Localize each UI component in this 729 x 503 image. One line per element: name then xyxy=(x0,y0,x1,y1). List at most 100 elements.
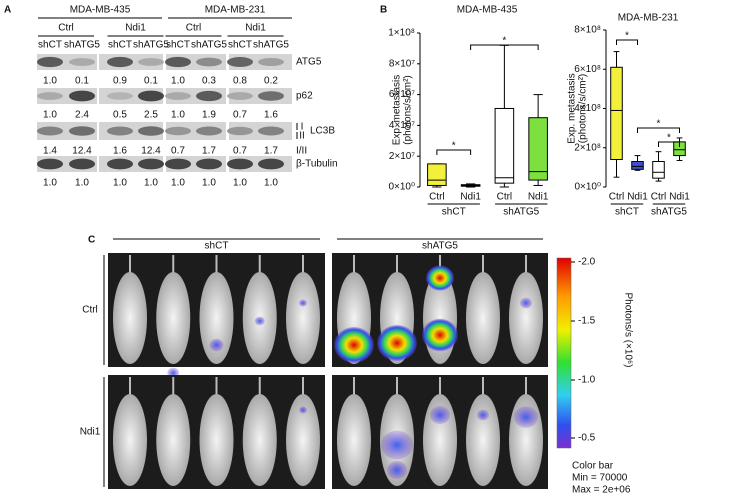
box xyxy=(631,160,644,170)
blot-band xyxy=(138,126,164,136)
y-tick-label: 6×10⁷ xyxy=(389,89,416,100)
y-tick-label: 0×10⁰ xyxy=(388,182,415,193)
lane-label: shCT xyxy=(38,40,62,51)
mouse xyxy=(337,394,371,486)
y-axis-label: Exp. metastasis xyxy=(567,73,578,144)
y-tick-label: 4×10⁸ xyxy=(574,103,601,114)
significance: * xyxy=(667,133,671,144)
blot-band xyxy=(227,126,253,136)
box xyxy=(427,163,447,186)
blot-band xyxy=(227,57,253,67)
signal xyxy=(426,265,454,291)
signal xyxy=(422,318,458,352)
blot-band xyxy=(37,158,63,170)
significance-bracket xyxy=(470,44,539,50)
y-tick-label: 8×10⁸ xyxy=(574,25,601,36)
significance: * xyxy=(657,119,661,130)
y-tick-label: 2×10⁸ xyxy=(574,142,601,153)
signal xyxy=(334,327,374,363)
color-note: Min = 70000 xyxy=(572,473,628,484)
band-ratio: 1.9 xyxy=(202,110,216,121)
band-ratio: 0.1 xyxy=(75,76,89,87)
blot-band xyxy=(69,126,95,136)
band-ratio: 1.7 xyxy=(202,146,216,157)
mouse xyxy=(199,272,234,364)
blot-band xyxy=(107,126,133,136)
band-ratio: 2.4 xyxy=(75,110,89,121)
signal xyxy=(254,316,265,326)
band-ratio: 0.7 xyxy=(171,146,185,157)
box xyxy=(494,107,515,184)
blot-band xyxy=(258,57,284,67)
x-tick-label: Ndi1 xyxy=(528,192,549,203)
color-tick-label: -1.0 xyxy=(578,375,596,386)
band-ratio: 1.0 xyxy=(233,178,247,189)
signal xyxy=(299,299,307,307)
band-ratio: 1.6 xyxy=(264,110,278,121)
mouse xyxy=(242,394,277,486)
mouse xyxy=(286,394,320,486)
band-ratio: 0.8 xyxy=(233,76,247,87)
band-ratio: 1.0 xyxy=(43,76,57,87)
mouse xyxy=(466,272,500,364)
color-note: Max = 2e+06 xyxy=(572,485,631,496)
blot-band xyxy=(165,126,191,136)
blot-band xyxy=(107,92,133,100)
treatment: Ctrl xyxy=(186,23,202,34)
y-axis-label: (photons/s/cm²) xyxy=(403,75,414,144)
x-tick-label: Ctrl xyxy=(497,192,513,203)
blot-band xyxy=(165,56,191,68)
y-tick-label: 2×10⁷ xyxy=(389,151,416,162)
row-label: Ctrl xyxy=(82,305,98,316)
color-tick-label: -1.5 xyxy=(578,316,596,327)
color-tick-label: -2.0 xyxy=(578,257,596,268)
blot-band xyxy=(37,92,63,100)
mouse xyxy=(113,272,147,364)
blot-band xyxy=(69,58,95,66)
cell-line: MDA-MB-435 xyxy=(70,5,131,16)
signal xyxy=(387,461,407,479)
y-tick-label: 1×10⁸ xyxy=(388,28,415,39)
blot-band xyxy=(196,126,222,136)
group-label: shCT xyxy=(615,207,639,218)
panel-label: B xyxy=(380,5,387,16)
treatment: Ctrl xyxy=(58,23,74,34)
group-label: shATG5 xyxy=(503,207,539,218)
band-ratio: 1.7 xyxy=(264,146,278,157)
lane-label: shCT xyxy=(166,40,190,51)
lane-label: shATG5 xyxy=(191,40,227,51)
band-ratio: 1.0 xyxy=(171,110,185,121)
ratio-label: I/II xyxy=(296,146,307,157)
color-tick-label: -0.5 xyxy=(578,433,596,444)
band-ratio: 12.4 xyxy=(141,146,161,157)
signal xyxy=(514,406,538,428)
band-ratio: 1.0 xyxy=(171,76,185,87)
band-ratio: 1.0 xyxy=(113,178,127,189)
y-axis-label: (photons/s/cm²) xyxy=(578,74,589,143)
blot-band xyxy=(258,126,284,136)
blot-band xyxy=(37,56,63,68)
x-tick-label: Ctrl xyxy=(651,192,667,203)
band-ratio: 1.0 xyxy=(75,178,89,189)
band-ratio: 1.0 xyxy=(43,110,57,121)
band-ratio: 1.0 xyxy=(202,178,216,189)
blot-band xyxy=(196,90,222,102)
signal xyxy=(377,325,417,361)
signal xyxy=(209,338,224,352)
treatment: Ndi1 xyxy=(245,23,266,34)
x-tick-label: Ndi1 xyxy=(460,192,481,203)
band-ratio: 1.0 xyxy=(264,178,278,189)
blot-band xyxy=(196,57,222,67)
box xyxy=(528,117,548,181)
signal xyxy=(430,406,450,424)
row-label: p62 xyxy=(296,91,313,102)
y-tick-label: 4×10⁷ xyxy=(389,120,416,131)
lane-label: shCT xyxy=(108,40,132,51)
chart-title: MDA-MB-435 xyxy=(457,5,518,16)
mouse xyxy=(199,394,234,486)
y-axis-label: Exp. metastasis xyxy=(392,75,403,146)
significance-bracket xyxy=(436,149,472,155)
lane-label: shCT xyxy=(228,40,252,51)
y-tick-label: 0×10⁰ xyxy=(574,182,601,193)
